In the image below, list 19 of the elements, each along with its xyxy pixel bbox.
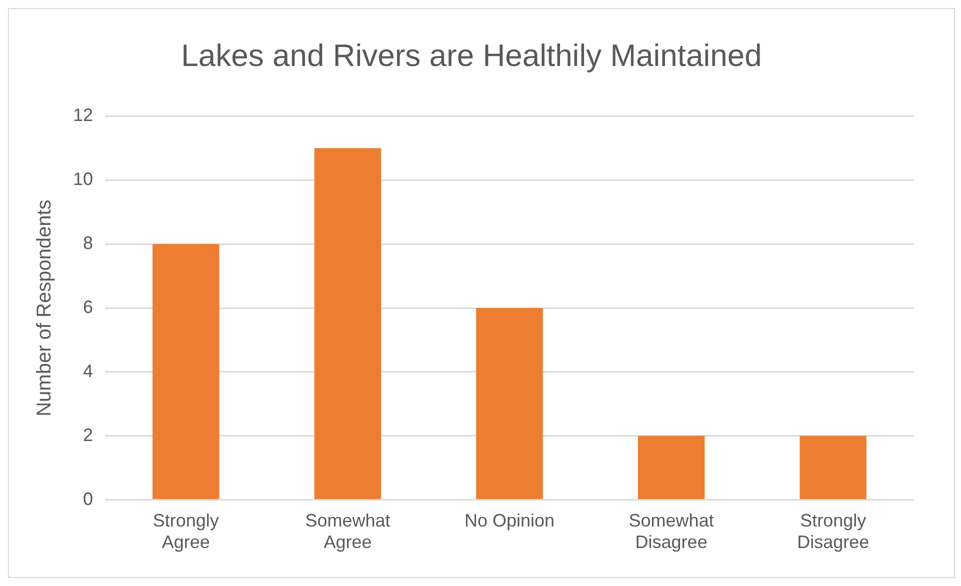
y-axis-title: Number of Respondents bbox=[34, 200, 56, 416]
y-tick-label: 4 bbox=[83, 360, 94, 381]
chart-title: Lakes and Rivers are Healthily Maintained bbox=[181, 38, 762, 74]
y-tick-label: 6 bbox=[83, 296, 94, 317]
x-tick-label: Strongly Agree bbox=[152, 510, 219, 552]
x-tick-label: Somewhat Agree bbox=[305, 510, 390, 552]
x-tick-label: Strongly Disagree bbox=[797, 510, 870, 552]
bar bbox=[800, 436, 866, 500]
bar bbox=[476, 308, 543, 500]
bar bbox=[152, 244, 220, 500]
bar bbox=[314, 148, 382, 500]
x-tick-label: No Opinion bbox=[464, 510, 555, 531]
y-tick-label: 8 bbox=[83, 233, 94, 254]
y-tick-label: 0 bbox=[83, 488, 94, 509]
y-tick-label: 12 bbox=[72, 105, 94, 126]
bar bbox=[638, 436, 705, 500]
x-tick-label: Somewhat Disagree bbox=[628, 510, 714, 552]
y-tick-label: 2 bbox=[83, 424, 94, 445]
y-tick-label: 10 bbox=[72, 169, 94, 190]
